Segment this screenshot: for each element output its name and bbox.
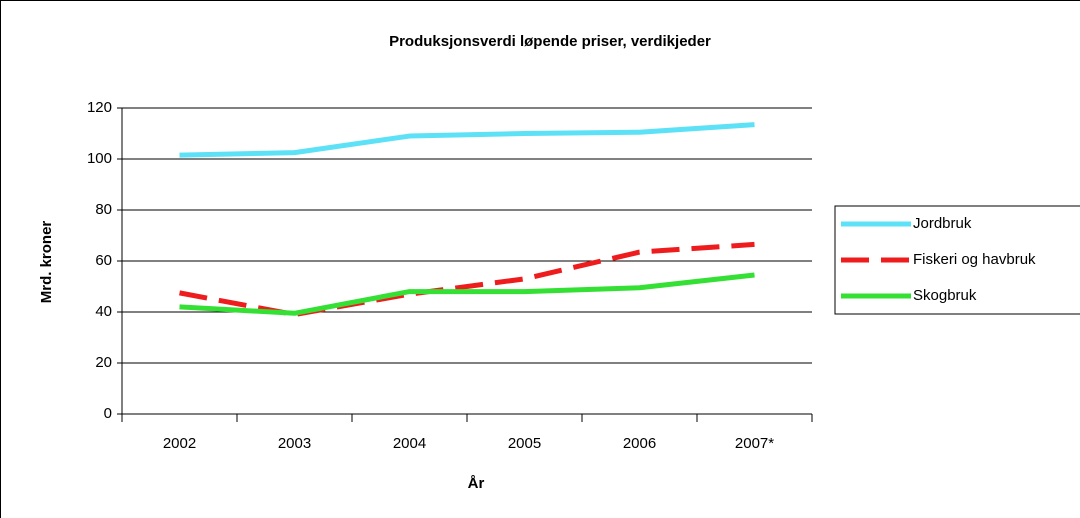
x-tick-label: 2005 bbox=[508, 435, 541, 452]
chart-title: Produksjonsverdi løpende priser, verdikj… bbox=[389, 33, 711, 50]
y-tick-label: 20 bbox=[95, 354, 112, 371]
x-tick-label: 2007* bbox=[735, 435, 774, 452]
legend-label: Jordbruk bbox=[913, 215, 972, 232]
y-tick-label: 40 bbox=[95, 303, 112, 320]
x-tick-label: 2004 bbox=[393, 435, 426, 452]
y-tick-label: 80 bbox=[95, 201, 112, 218]
x-tick-label: 2002 bbox=[163, 435, 196, 452]
legend-label: Skogbruk bbox=[913, 287, 977, 304]
line-series bbox=[179, 122, 755, 158]
y-tick-label: 0 bbox=[104, 405, 112, 422]
x-tick-label: 2003 bbox=[278, 435, 311, 452]
y-tick-label: 100 bbox=[87, 150, 112, 167]
x-axis-label: År bbox=[468, 475, 485, 492]
x-tick-label: 2006 bbox=[623, 435, 656, 452]
y-tick-label: 60 bbox=[95, 252, 112, 269]
line-series bbox=[179, 272, 755, 316]
y-axis-label: Mrd. kroner bbox=[38, 221, 55, 304]
y-tick-label: 120 bbox=[87, 99, 112, 116]
legend-label: Fiskeri og havbruk bbox=[913, 251, 1036, 268]
